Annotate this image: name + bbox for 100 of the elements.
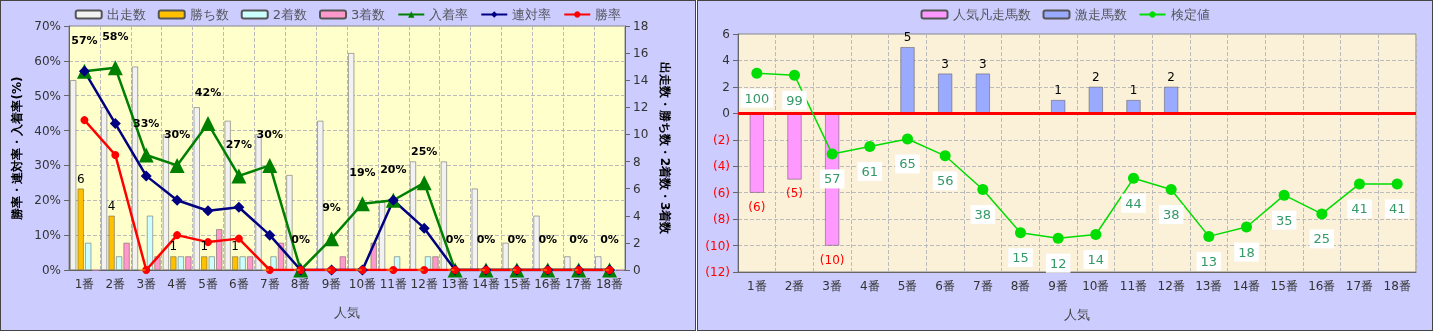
data-label: (5)	[786, 186, 803, 201]
data-label: 6	[76, 171, 85, 186]
x-tick-label: 10番	[1082, 279, 1110, 293]
data-label: 57	[823, 171, 841, 187]
y-tick-label: (10)	[705, 238, 730, 253]
x-tick-label: 8番	[290, 277, 311, 291]
data-label: 38	[974, 207, 992, 223]
y-axis-title: 勝率・連対率・入着率(%)	[10, 76, 25, 221]
data-label: 30%	[163, 127, 191, 141]
data-label: 1	[231, 239, 239, 254]
data-label: 61	[861, 163, 879, 179]
data-label: 41	[1388, 201, 1406, 217]
data-label: 42%	[194, 86, 222, 100]
y2-axis-title: 出走数・勝ち数・2着数・3着数	[658, 61, 673, 236]
x-tick-label: 14番	[1232, 279, 1261, 293]
data-label: 19%	[349, 166, 376, 180]
data-label: 44	[1125, 195, 1142, 211]
data-label: 100	[744, 90, 770, 106]
data-label: 14	[1087, 252, 1105, 268]
x-tick-label: 17番	[1345, 279, 1374, 293]
x-tick-label: 16番	[1308, 279, 1336, 293]
data-label: 0%	[600, 232, 619, 246]
data-label: 12	[1049, 255, 1067, 271]
y-tick-label: (4)	[713, 159, 730, 174]
x-tick-label: 4番	[860, 279, 880, 293]
x-tick-label: 17番	[565, 277, 593, 291]
x-tick-label: 15番	[1270, 279, 1298, 293]
data-label: 2	[1092, 69, 1100, 84]
x-tick-label: 2番	[784, 279, 805, 293]
y-tick-label: 6	[722, 27, 730, 41]
x-tick-label: 1番	[74, 277, 95, 291]
legend-label: 入着率	[429, 7, 469, 22]
x-tick-label: 10番	[348, 277, 377, 291]
y2-tick-label: 18	[633, 19, 649, 33]
x-tick-label: 15番	[503, 277, 531, 291]
data-label: 20%	[380, 162, 407, 176]
x-tick-label: 8番	[1010, 279, 1031, 293]
data-label: 25	[1313, 231, 1331, 247]
y-tick-label: 0%	[41, 263, 61, 277]
data-label: 30%	[256, 127, 283, 141]
data-label: (6)	[748, 199, 766, 214]
x-tick-label: 12番	[410, 277, 438, 291]
data-label: 18	[1238, 244, 1255, 260]
x-tick-label: 9番	[321, 277, 342, 291]
data-label: 9%	[322, 201, 341, 215]
legend-label: 連対率	[512, 7, 552, 22]
legend-label: 激走馬数	[1074, 7, 1127, 22]
y-tick-label: 70%	[34, 19, 61, 33]
x-tick-label: 3番	[136, 277, 157, 291]
y2-tick-label: 2	[633, 235, 641, 250]
y-tick-label: 2	[722, 79, 730, 94]
legend-label: 人気凡走馬数	[952, 7, 1031, 22]
x-tick-label: 11番	[379, 277, 407, 291]
data-label: 15	[1012, 250, 1029, 266]
y2-tick-label: 6	[633, 181, 641, 196]
data-label: 4	[107, 198, 116, 213]
data-label: 0%	[538, 232, 558, 246]
legend-label: 出走数	[106, 7, 146, 22]
legend-label: 2着数	[272, 7, 308, 22]
x-tick-label: 4番	[167, 277, 187, 291]
legend-label: 勝率	[595, 7, 622, 22]
data-label: 1	[1054, 83, 1062, 98]
x-tick-label: 13番	[1195, 279, 1223, 293]
x-tick-label: 7番	[973, 279, 993, 293]
x-tick-label: 7番	[259, 277, 280, 291]
data-label: 2	[1167, 69, 1175, 84]
data-label: 27%	[225, 138, 253, 152]
y2-tick-label: 14	[633, 73, 649, 88]
data-label: 1	[1129, 83, 1138, 98]
x-tick-label: 9番	[1048, 279, 1068, 293]
y2-tick-label: 4	[633, 208, 641, 223]
legend-label: 3着数	[351, 7, 386, 22]
y-tick-label: (8)	[713, 212, 730, 227]
y-tick-label: (2)	[713, 132, 730, 147]
data-label: 3	[941, 56, 949, 71]
y-tick-label: 30%	[34, 158, 61, 173]
data-label: 1	[169, 239, 178, 254]
data-label: 0%	[507, 232, 527, 246]
x-tick-label: 18番	[1383, 279, 1411, 293]
x-tick-label: 6番	[935, 279, 955, 293]
x-tick-label: 13番	[441, 277, 469, 291]
x-tick-label: 1番	[747, 279, 767, 293]
y-tick-label: 4	[722, 53, 730, 68]
y-tick-label: 60%	[34, 53, 61, 68]
data-label: 25%	[411, 145, 438, 159]
data-label: 0%	[445, 232, 465, 246]
y-tick-label: 50%	[34, 88, 61, 103]
x-axis-title: 人気	[1064, 307, 1090, 322]
x-tick-label: 14番	[472, 277, 500, 291]
data-label: 38	[1162, 207, 1180, 223]
x-tick-label: 2番	[105, 277, 126, 291]
data-label: 58%	[102, 30, 129, 44]
data-label: 13	[1200, 253, 1218, 269]
y2-tick-label: 12	[633, 100, 649, 115]
data-label: (10)	[819, 252, 845, 267]
x-tick-label: 16番	[534, 277, 562, 291]
y2-tick-label: 0	[633, 263, 641, 277]
x-tick-label: 3番	[822, 279, 842, 293]
data-label: 65	[899, 156, 916, 172]
y-tick-label: (6)	[713, 185, 730, 200]
